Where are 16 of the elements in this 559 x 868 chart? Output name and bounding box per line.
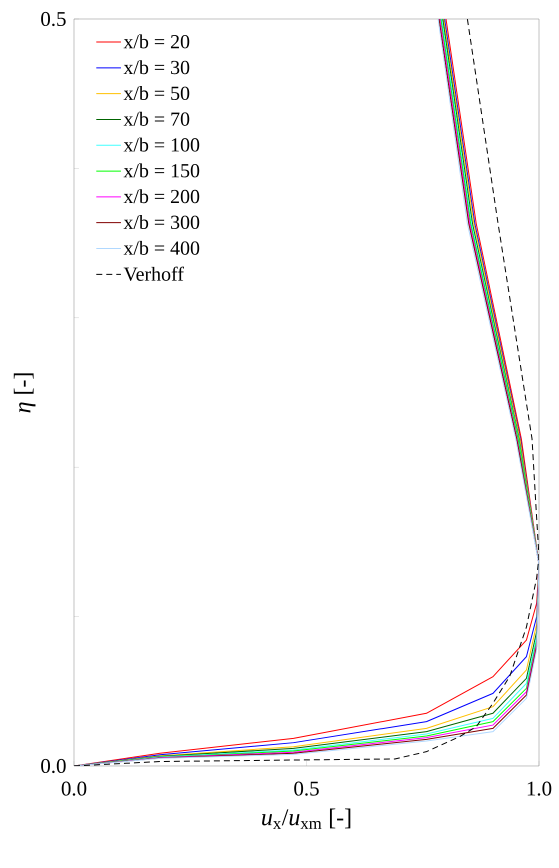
- legend-label: Verhoff: [124, 266, 184, 281]
- legend-label: x/b = 70: [124, 112, 190, 126]
- legend-label: x/b = 150: [124, 163, 200, 178]
- legend-label: x/b = 300: [124, 215, 200, 230]
- legend-label: x/b = 100: [124, 138, 200, 152]
- y-axis-title: η [-]: [14, 373, 36, 412]
- x-tick-label: 0.0: [62, 782, 86, 796]
- legend-label: x/b = 200: [124, 189, 200, 204]
- legend-label: x/b = 20: [124, 34, 190, 48]
- x-axis-title: u$_{x}$/u$_{xm}$ [-]: [262, 808, 350, 829]
- line-series: [74, 18, 539, 766]
- legend-label: x/b = 400: [124, 240, 200, 255]
- legend-label: x/b = 30: [124, 60, 190, 74]
- x-tick-label: 1.0: [528, 782, 552, 796]
- x-tick-label: 0.5: [294, 782, 319, 796]
- legend-label: x/b = 50: [124, 86, 190, 100]
